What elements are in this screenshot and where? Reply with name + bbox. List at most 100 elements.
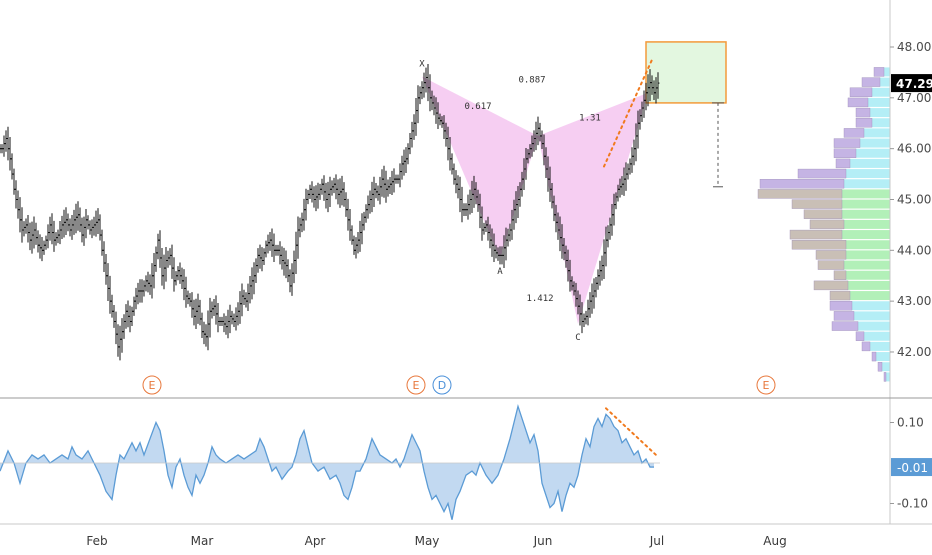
volume-profile-down-bar — [833, 148, 857, 158]
volume-profile-down-bar — [855, 107, 871, 118]
price-axis-tick-label: 46.00 — [897, 142, 931, 156]
volume-profile-up-bar — [864, 128, 890, 138]
event-marker-label: D — [438, 379, 446, 392]
volume-profile-down-bar — [803, 209, 843, 219]
volume-profile-down-bar — [791, 240, 847, 250]
volume-profile-down-bar — [813, 280, 849, 291]
volume-profile-up-bar — [846, 240, 890, 250]
volume-profile-down-bar — [835, 158, 851, 169]
event-marker-label: E — [413, 379, 420, 392]
price-axis-tick-label: 48.00 — [897, 40, 931, 54]
time-axis-tick-label: Jun — [533, 534, 553, 548]
volume-profile-up-bar — [842, 189, 890, 199]
event-marker-label: E — [763, 379, 770, 392]
time-axis-tick-label: May — [415, 534, 440, 548]
pattern-point-label: A — [497, 267, 503, 277]
volume-profile-down-bar — [871, 351, 877, 362]
volume-profile-down-bar — [759, 179, 845, 189]
pattern-ratio-label: 1.412 — [526, 294, 553, 304]
pattern-bcd-triangle — [538, 92, 648, 325]
volume-profile-up-bar — [880, 77, 890, 87]
last-price-label: 47.29 — [896, 77, 932, 91]
volume-profile-up-bar — [842, 199, 890, 209]
volume-profile-up-bar — [850, 158, 890, 168]
volume-profile-up-bar — [844, 260, 890, 270]
time-axis-tick-label: Apr — [305, 534, 326, 548]
oscillator-axis-tick-label: -0.10 — [897, 497, 928, 511]
volume-profile-up-bar — [870, 108, 890, 118]
volume-profile-up-bar — [846, 270, 890, 280]
pattern-xab-triangle — [422, 76, 538, 258]
time-axis-tick-label: Jul — [649, 534, 664, 548]
volume-profile-up-bar — [850, 291, 890, 301]
volume-profile-up-bar — [872, 118, 890, 128]
volume-profile-down-bar — [855, 331, 865, 341]
pattern-ratio-label: 1.31 — [579, 114, 601, 124]
pattern-ratio-label: 0.887 — [518, 76, 545, 86]
volume-profile-down-bar — [815, 250, 847, 260]
event-marker-circle[interactable] — [432, 375, 452, 395]
oscillator-panel[interactable] — [0, 403, 660, 520]
pattern-ratio-label: 0.617 — [464, 102, 491, 112]
oscillator-line — [0, 403, 654, 520]
volume-profile-up-bar — [842, 230, 890, 240]
volume-profile-down-bar — [843, 128, 865, 138]
volume-profile-down-bar — [809, 219, 845, 230]
pattern-point-label: X — [419, 59, 425, 69]
volume-profile-up-bar — [852, 301, 890, 311]
volume-profile-up-bar — [868, 97, 890, 107]
volume-profile-down-bar — [757, 189, 843, 199]
volume-profile-up-bar — [846, 250, 890, 260]
volume-profile-down-bar — [797, 168, 847, 179]
volume-profile-up-bar — [886, 372, 890, 382]
price-axis-tick-label: 47.00 — [897, 91, 931, 105]
volume-profile-up-bar — [870, 341, 890, 351]
volume-profile-up-bar — [848, 280, 890, 290]
volume-profile-down-bar — [883, 372, 887, 382]
price-axis-tick-label: 45.00 — [897, 192, 931, 206]
volume-profile-down-bar — [833, 311, 855, 321]
event-marker-circle[interactable] — [756, 375, 776, 395]
price-trend-dotted-line — [603, 58, 653, 168]
volume-profile-down-bar — [861, 77, 881, 87]
volume-profile-up-bar — [856, 148, 890, 158]
oscillator-last-value-label: -0.01 — [897, 461, 928, 475]
volume-profile-up-bar — [860, 138, 890, 148]
volume-profile-down-bar — [873, 67, 885, 77]
volume-profile-up-bar — [844, 219, 890, 229]
volume-profile-down-bar — [831, 321, 859, 331]
time-axis-tick-label: Aug — [763, 534, 786, 548]
price-axis-tick-label: 42.00 — [897, 345, 931, 359]
volume-profile-up-bar — [858, 321, 890, 331]
time-axis-tick-label: Feb — [86, 534, 107, 548]
volume-profile-up-bar — [882, 362, 890, 372]
volume-profile-down-bar — [789, 229, 843, 240]
volume-profile-down-bar — [847, 97, 869, 108]
event-marker-circle[interactable] — [142, 375, 162, 395]
last-price-badge — [891, 74, 932, 93]
volume-profile-up-bar — [864, 331, 890, 341]
oscillator-axis-tick-label: 0.10 — [897, 416, 924, 430]
volume-profile-down-bar — [829, 290, 851, 301]
volume-profile-up-bar — [846, 169, 890, 179]
volume-profile-down-bar — [829, 301, 853, 311]
volume-profile-down-bar — [833, 138, 861, 148]
target-zone-box[interactable] — [645, 41, 727, 104]
price-axis-tick-label: 43.00 — [897, 294, 931, 308]
price-panel[interactable]: X A C 0.617 0.887 1.31 1.412 E E D E — [0, 41, 890, 395]
time-axis-tick-label: Mar — [191, 534, 214, 548]
volume-profile-down-bar — [877, 362, 883, 372]
volume-profile-up-bar — [876, 352, 890, 362]
volume-profile-down-bar — [849, 87, 873, 97]
volume-profile-up-bar — [884, 67, 890, 77]
volume-profile-down-bar — [817, 260, 845, 270]
volume-profile-up-bar — [854, 311, 890, 321]
volume-profile-up-bar — [844, 179, 890, 189]
event-marker-circle[interactable] — [406, 375, 426, 395]
volume-profile-up-bar — [842, 209, 890, 219]
volume-profile-down-bar — [791, 199, 843, 209]
volume-profile-down-bar — [833, 270, 847, 280]
